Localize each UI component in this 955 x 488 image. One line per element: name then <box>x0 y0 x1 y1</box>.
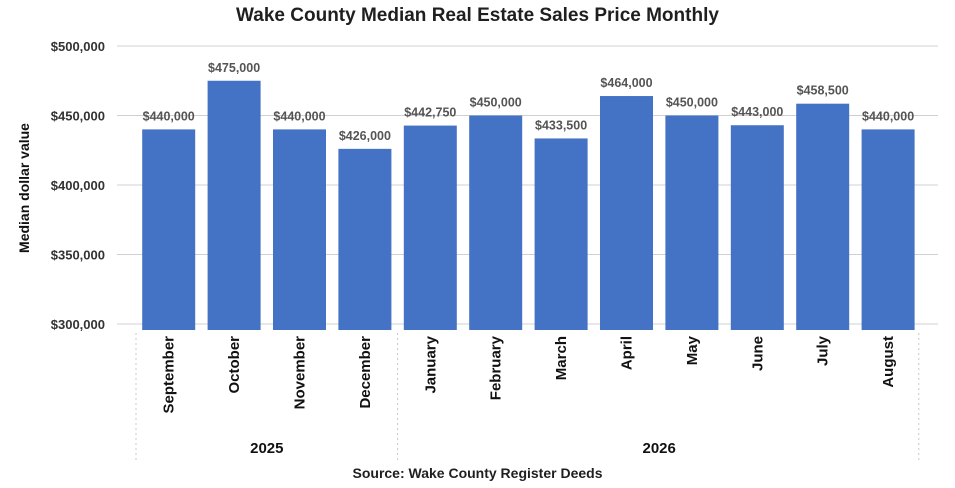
data-label: $464,000 <box>600 76 652 90</box>
data-label: $442,750 <box>404 106 456 120</box>
bar <box>207 80 261 330</box>
y-tick-label: $400,000 <box>51 178 105 193</box>
x-tick-label: September <box>161 336 178 414</box>
y-tick-label: $300,000 <box>51 317 105 332</box>
data-label: $475,000 <box>208 61 260 75</box>
data-label: $450,000 <box>470 96 522 110</box>
bar <box>861 129 915 330</box>
source-note: Source: Wake County Register Deeds <box>352 465 603 481</box>
x-tick-label: December <box>357 336 374 409</box>
data-label: $440,000 <box>273 109 325 123</box>
data-label: $443,000 <box>731 105 783 119</box>
data-labels: $440,000 $475,000 $440,000 $426,000 $442,750… <box>143 61 915 143</box>
x-tick-label: October <box>226 336 243 394</box>
x-tick-label: February <box>488 335 505 400</box>
data-label: $440,000 <box>862 109 914 123</box>
bar <box>338 148 392 330</box>
bar <box>534 138 588 330</box>
x-tick-label: August <box>880 336 897 388</box>
data-label: $458,500 <box>797 84 849 98</box>
y-tick-label: $500,000 <box>51 39 105 54</box>
y-axis-ticks: $300,000 $350,000 $400,000 $450,000 $500,000 <box>51 39 105 332</box>
data-label: $440,000 <box>143 109 195 123</box>
year-label: 2026 <box>643 440 676 457</box>
x-tick-label: May <box>684 335 701 365</box>
x-tick-label: March <box>553 336 570 380</box>
bar <box>142 129 196 330</box>
x-axis: September October November December January F… <box>135 333 920 462</box>
data-label: $426,000 <box>339 129 391 143</box>
x-tick-label: November <box>292 336 309 410</box>
bar <box>403 125 457 330</box>
y-tick-label: $350,000 <box>51 248 105 263</box>
bar <box>273 129 326 330</box>
bar <box>796 103 850 330</box>
y-axis-label: Median dollar value <box>16 123 32 253</box>
bar <box>665 115 719 330</box>
x-tick-label: April <box>619 336 636 370</box>
bar <box>469 115 523 330</box>
data-label: $433,500 <box>535 118 587 132</box>
bar <box>730 125 784 330</box>
x-tick-label: January <box>422 335 439 393</box>
data-label: $450,000 <box>666 96 718 110</box>
year-label: 2025 <box>250 440 283 457</box>
chart-title: Wake County Median Real Estate Sales Pri… <box>236 5 719 26</box>
y-tick-label: $450,000 <box>51 109 105 124</box>
bars <box>142 80 915 330</box>
x-tick-label: June <box>749 336 766 371</box>
bar <box>600 96 653 330</box>
x-tick-label: July <box>815 335 832 366</box>
